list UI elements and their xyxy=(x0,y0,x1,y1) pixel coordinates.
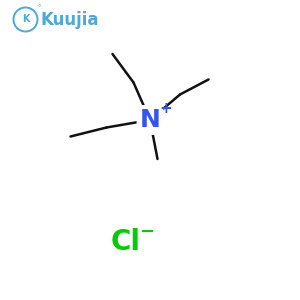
Text: Kuujia: Kuujia xyxy=(40,11,99,29)
Text: −: − xyxy=(139,223,154,241)
Text: K: K xyxy=(22,14,29,25)
Text: Cl: Cl xyxy=(111,227,141,256)
Text: °: ° xyxy=(37,5,40,11)
Text: N: N xyxy=(140,108,160,132)
Text: +: + xyxy=(159,101,172,116)
